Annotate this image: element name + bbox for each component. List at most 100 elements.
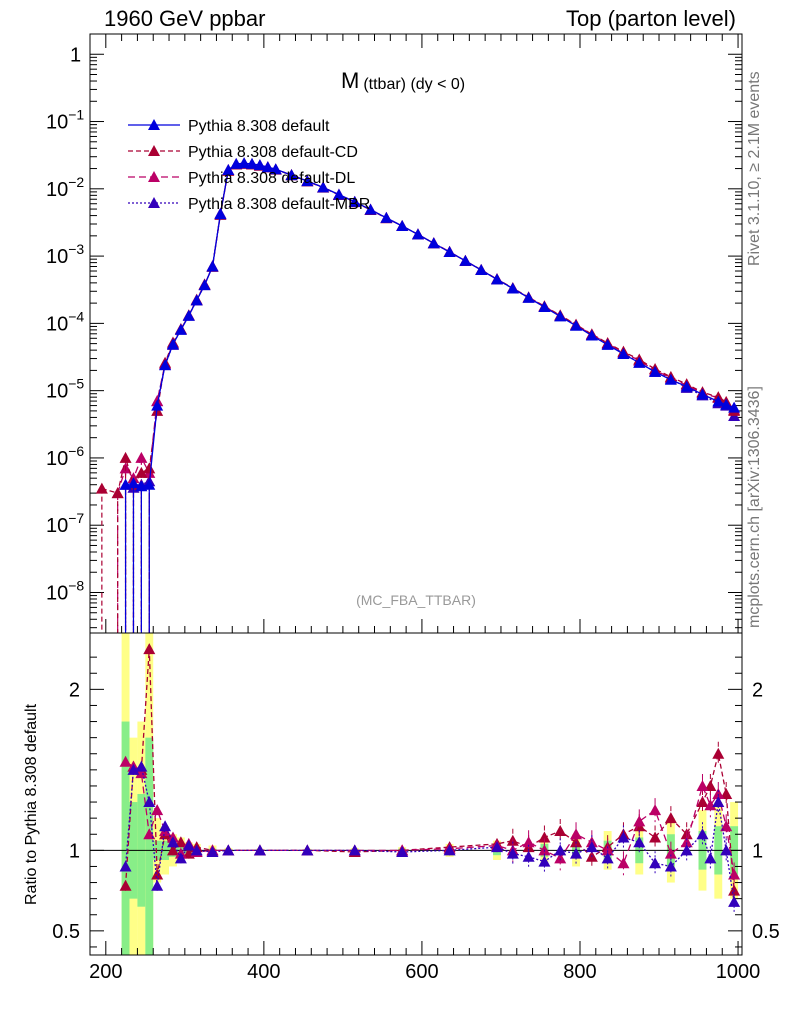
- y-tick-label: 10−2: [46, 174, 84, 201]
- data-point: [364, 203, 377, 215]
- ratio-data-point: [538, 831, 551, 843]
- chart-title: M: [341, 68, 359, 93]
- data-point: [554, 310, 567, 322]
- header-left: 1960 GeV ppbar: [104, 6, 266, 31]
- data-point: [459, 254, 472, 266]
- y-tick-label: 10−6: [46, 443, 84, 470]
- legend-marker: [148, 197, 160, 208]
- data-point: [135, 466, 148, 478]
- ratio-y-tick-label-right: 2: [752, 679, 763, 701]
- ratio-data-point: [190, 844, 203, 856]
- ratio-data-point: [206, 845, 219, 857]
- ratio-data-point: [712, 747, 725, 759]
- data-point: [649, 365, 662, 377]
- series-pythia-8-308-default-dl: [111, 157, 741, 633]
- x-tick-label: 400: [247, 961, 280, 983]
- ratio-data-point: [174, 836, 187, 848]
- data-point: [570, 319, 583, 331]
- data-point: [720, 398, 733, 410]
- data-point: [95, 482, 108, 494]
- ratio-y-tick-label-right: 1: [752, 840, 763, 862]
- ratio-data-point: [554, 844, 567, 856]
- mcplots-label: mcplots.cern.ch [arXiv:1306.3436]: [746, 386, 763, 628]
- data-point: [522, 291, 535, 303]
- data-point: [151, 399, 164, 411]
- x-tick-label: 200: [89, 961, 122, 983]
- ratio-data-point: [151, 868, 164, 880]
- data-point: [443, 246, 456, 258]
- ratio-data-point: [301, 844, 314, 856]
- ratio-data-point: [119, 879, 132, 891]
- ratio-data-point: [119, 860, 132, 872]
- data-point: [475, 264, 488, 276]
- ratio-data-point: [182, 839, 195, 851]
- ratio-data-point: [696, 796, 709, 808]
- header-right: Top (parton level): [566, 6, 736, 31]
- green-band-segment: [121, 721, 130, 955]
- y-tick-label: 1: [70, 44, 81, 66]
- ratio-data-point: [166, 844, 179, 856]
- ratio-data-point: [159, 820, 172, 832]
- ratio-data-point: [554, 852, 567, 864]
- ratio-data-point: [649, 831, 662, 843]
- data-point: [206, 260, 219, 272]
- data-point: [182, 309, 195, 321]
- data-point: [633, 356, 646, 368]
- ratio-data-point: [554, 825, 567, 837]
- ratio-uncertainty-bands: [121, 633, 739, 955]
- ratio-data-point: [522, 850, 535, 862]
- ratio-data-point: [680, 836, 693, 848]
- data-point: [348, 195, 361, 207]
- ratio-data-point: [443, 844, 456, 856]
- ratio-data-point: [253, 844, 266, 856]
- ratio-panel-frame: [89, 632, 743, 956]
- ratio-data-point: [617, 857, 630, 869]
- data-point: [190, 294, 203, 306]
- legend-marker: [148, 171, 160, 182]
- ratio-data-point: [506, 847, 519, 859]
- ratio-series-pythia-8-308-default-cd: [119, 643, 741, 903]
- ratio-data-point: [704, 779, 717, 791]
- x-tick-label: 800: [563, 961, 596, 983]
- data-point: [380, 211, 393, 223]
- data-point: [222, 164, 235, 176]
- ratio-y-tick-label-right: 0.5: [752, 921, 780, 943]
- watermark: (MC_FBA_TTBAR): [356, 592, 476, 608]
- ratio-panel-series: [119, 643, 741, 914]
- data-point: [269, 163, 282, 175]
- ratio-line: [124, 765, 735, 902]
- x-tick-label: 600: [405, 961, 438, 983]
- ratio-data-point: [617, 831, 630, 843]
- data-point: [166, 338, 179, 350]
- top-panel-series: [95, 157, 741, 633]
- data-point: [119, 451, 132, 463]
- data-point: [127, 477, 140, 489]
- ratio-data-point: [491, 841, 504, 853]
- ratio-data-point: [728, 868, 741, 880]
- ratio-y-axis-label: Ratio to Pythia 8.308 default: [23, 703, 40, 905]
- data-point: [159, 359, 172, 371]
- data-point: [396, 220, 409, 232]
- data-point: [601, 338, 614, 350]
- data-point: [411, 228, 424, 240]
- data-point: [427, 237, 440, 249]
- legend-label: Pythia 8.308 default: [188, 118, 330, 135]
- legend-marker: [148, 145, 160, 156]
- ratio-data-point: [222, 844, 235, 856]
- ratio-data-point: [396, 845, 409, 857]
- legend-label: Pythia 8.308 default-MBR: [188, 196, 370, 213]
- ratio-data-point: [649, 857, 662, 869]
- data-point: [317, 181, 330, 193]
- data-point: [253, 159, 266, 171]
- ratio-data-point: [570, 847, 583, 859]
- ratio-data-point: [135, 767, 148, 779]
- ratio-plot-frame: [89, 632, 743, 956]
- ratio-data-point: [720, 820, 733, 832]
- y-tick-label: 10−4: [46, 308, 84, 335]
- legend-marker: [148, 119, 160, 130]
- data-point: [664, 373, 677, 385]
- ratio-data-point: [696, 779, 709, 791]
- ratio-data-point: [119, 755, 132, 767]
- data-point: [301, 175, 314, 187]
